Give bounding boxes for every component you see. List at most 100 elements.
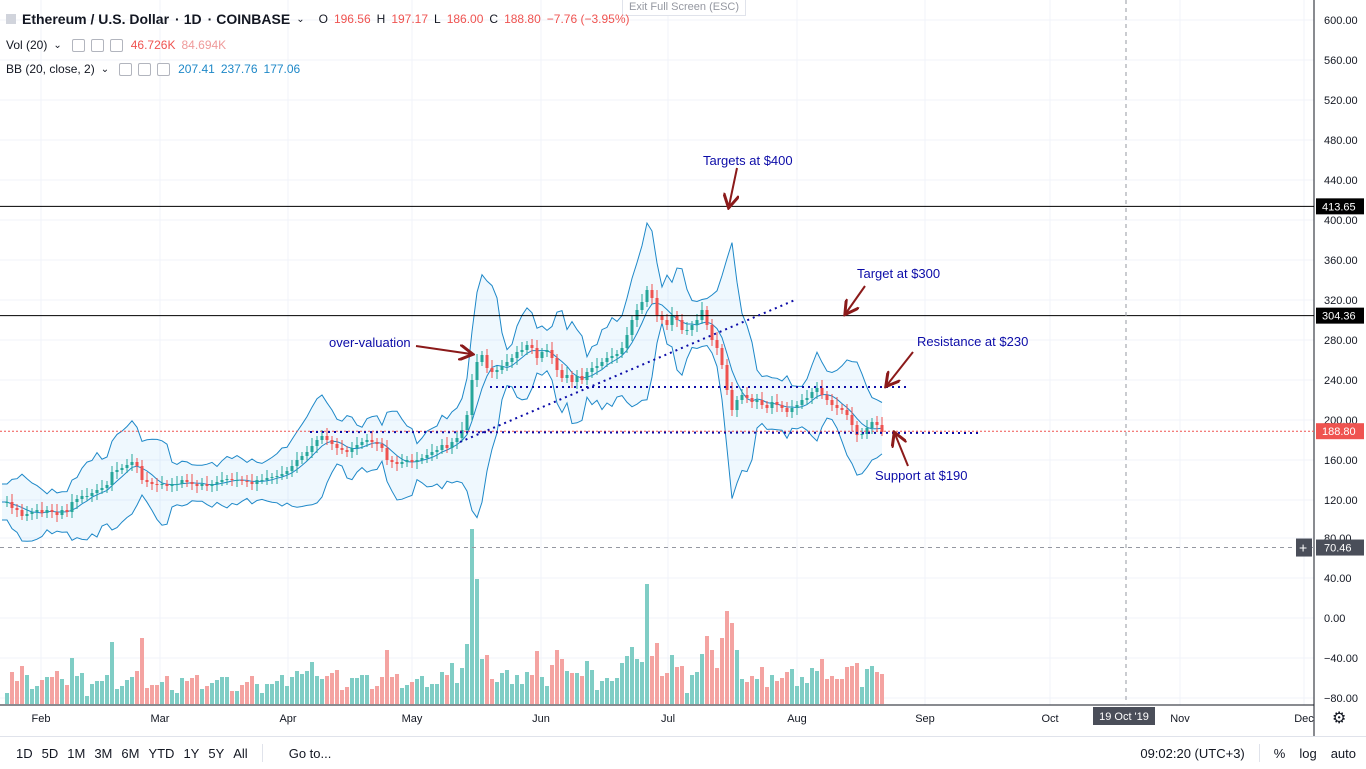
volume-value-2: 84.694K	[181, 38, 227, 52]
volume-bar	[485, 655, 489, 704]
clock-time[interactable]: 09:02:20 (UTC+3)	[1140, 745, 1245, 761]
candle-body	[505, 362, 509, 366]
price-marker-label: 188.80	[1322, 426, 1356, 438]
close-icon[interactable]	[109, 38, 123, 52]
auto-toggle[interactable]: auto	[1330, 745, 1356, 761]
chevron-down-icon[interactable]: ⌄	[53, 39, 62, 51]
percent-toggle[interactable]: %	[1273, 745, 1286, 761]
volume-bar	[255, 684, 259, 704]
candle-body	[85, 496, 89, 497]
candle-body	[855, 425, 859, 435]
volume-bar	[655, 643, 659, 704]
volume-bar	[585, 661, 589, 704]
candle-body	[280, 474, 284, 476]
volume-bar	[455, 683, 459, 704]
candle-body	[310, 446, 314, 452]
range-5d[interactable]: 5D	[41, 745, 59, 761]
eye-icon[interactable]	[119, 62, 133, 76]
range-6m[interactable]: 6M	[121, 745, 140, 761]
candle-body	[135, 462, 139, 466]
bb-lower-value: 177.06	[263, 62, 301, 76]
candle-body	[275, 476, 279, 477]
range-1y[interactable]: 1Y	[183, 745, 200, 761]
range-all[interactable]: All	[233, 745, 248, 761]
gear-icon[interactable]	[90, 38, 104, 52]
range-5y[interactable]: 5Y	[208, 745, 225, 761]
candle-body	[700, 310, 704, 320]
range-ytd[interactable]: YTD	[148, 745, 175, 761]
candle-body	[445, 445, 449, 448]
chevron-down-icon[interactable]: ⌄	[296, 13, 305, 25]
log-toggle[interactable]: log	[1299, 745, 1317, 761]
close-icon[interactable]	[157, 62, 171, 76]
candle-body	[35, 510, 39, 512]
candle-body	[790, 408, 794, 412]
volume-bar	[600, 681, 604, 704]
time-tick-label: Dec	[1294, 713, 1314, 725]
range-3m[interactable]: 3M	[94, 745, 113, 761]
candle-body	[815, 388, 819, 392]
volume-bar	[690, 675, 694, 704]
collapse-legend-icon[interactable]	[6, 14, 16, 24]
crosshair-plus-button[interactable]	[1296, 538, 1312, 557]
range-1m[interactable]: 1M	[67, 745, 86, 761]
volume-bar	[530, 675, 534, 704]
price-chart[interactable]: Targets at $400 Target at $300 over-valuat…	[0, 0, 1366, 736]
candle-body	[735, 400, 739, 410]
volume-bar	[435, 684, 439, 704]
range-1d[interactable]: 1D	[16, 745, 33, 761]
volume-bar	[105, 675, 109, 704]
volume-bar	[170, 690, 174, 704]
symbol-name[interactable]: Ethereum / U.S. Dollar	[22, 11, 170, 27]
gear-icon[interactable]: ⚙	[1332, 708, 1346, 727]
candle-body	[515, 352, 519, 358]
candle-body	[150, 482, 154, 484]
bb-indicator-name[interactable]: BB (20, close, 2)	[6, 62, 95, 76]
candle-body	[130, 462, 134, 465]
goto-button[interactable]: Go to...	[288, 745, 332, 761]
candle-body	[775, 402, 779, 405]
volume-bar	[335, 670, 339, 704]
candle-body	[295, 460, 299, 466]
candle-body	[525, 345, 529, 350]
volume-bar	[345, 687, 349, 704]
high-number: 197.17	[391, 12, 429, 26]
crosshair-value-badge	[1316, 539, 1364, 556]
gear-icon[interactable]	[138, 62, 152, 76]
annotation-arrow	[887, 351, 914, 385]
volume-bar	[825, 679, 829, 704]
candle-body	[605, 358, 609, 362]
volume-bar	[495, 682, 499, 704]
candle-body	[585, 372, 589, 380]
volume-bar	[385, 650, 389, 704]
candle-body	[415, 460, 419, 462]
volume-bar	[490, 679, 494, 704]
volume-bar	[250, 676, 254, 704]
volume-bar	[45, 677, 49, 704]
volume-bar	[370, 689, 374, 704]
symbol-interval[interactable]: 1D	[183, 11, 202, 27]
volume-bar	[195, 675, 199, 704]
candle-body	[640, 302, 644, 310]
volume-indicator-name[interactable]: Vol (20)	[6, 38, 48, 52]
volume-bar	[850, 666, 854, 704]
volume-bar	[440, 672, 444, 704]
volume-bar	[290, 677, 294, 704]
price-tick-label: 520.00	[1324, 95, 1358, 107]
time-tick-label: Feb	[32, 713, 51, 725]
candle-body	[370, 440, 374, 442]
candle-body	[760, 400, 764, 405]
candle-body	[805, 398, 809, 400]
open-number: 196.56	[333, 12, 371, 26]
chevron-down-icon[interactable]: ⌄	[100, 63, 110, 75]
plus-icon[interactable]: +	[1299, 540, 1307, 556]
volume-bar	[680, 666, 684, 704]
candle-body	[450, 442, 454, 448]
candle-body	[70, 502, 74, 512]
candle-body	[625, 335, 629, 348]
candle-body	[470, 380, 474, 415]
eye-icon[interactable]	[71, 38, 85, 52]
volume-bar	[180, 678, 184, 704]
volume-bar	[410, 682, 414, 704]
exit-fullscreen-button[interactable]: Exit Full Screen (ESC)	[622, 0, 747, 16]
